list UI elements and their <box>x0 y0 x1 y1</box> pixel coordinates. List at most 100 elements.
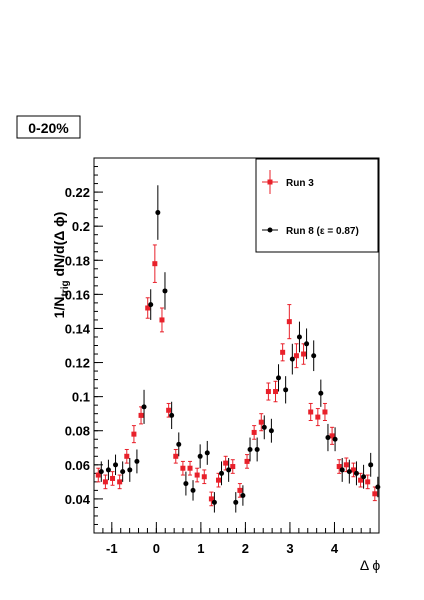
y-tick-label: 0.06 <box>65 458 90 473</box>
data-point <box>350 467 356 473</box>
data-point <box>361 474 367 480</box>
data-point <box>244 458 250 464</box>
legend-label: Run 3 <box>286 178 314 189</box>
data-point <box>358 477 364 483</box>
data-point <box>258 419 264 425</box>
data-point <box>169 412 175 418</box>
y-axis-title-suffix: dN/d(Δ ϕ) <box>51 212 67 281</box>
legend: Run 3 Run 8 (ε = 0.87) <box>255 158 379 253</box>
data-point <box>117 479 123 485</box>
legend-label: Run 8 (ε = 0.87) <box>286 226 359 237</box>
data-point <box>265 389 271 395</box>
data-point <box>219 470 225 476</box>
data-point <box>365 479 371 485</box>
data-point <box>322 409 328 415</box>
y-tick-label: 0.08 <box>65 424 90 439</box>
x-tick-label: 3 <box>286 541 293 556</box>
data-point <box>276 375 282 381</box>
x-tick-label: 2 <box>242 541 249 556</box>
y-tick-label: 0.04 <box>65 492 91 507</box>
data-point <box>296 334 302 340</box>
data-point <box>353 470 359 476</box>
data-point <box>261 424 267 430</box>
data-point <box>372 491 378 497</box>
data-point <box>230 464 236 470</box>
data-point <box>216 477 222 483</box>
data-point <box>120 469 126 475</box>
data-point <box>329 433 335 439</box>
data-point <box>124 453 130 459</box>
data-point <box>183 481 189 487</box>
data-point <box>240 493 246 498</box>
y-tick-label: 0.16 <box>65 287 90 302</box>
data-point <box>268 428 274 434</box>
data-point <box>226 467 232 473</box>
data-point <box>318 390 324 396</box>
data-series <box>95 185 381 513</box>
data-point <box>254 446 260 452</box>
data-point <box>166 407 172 413</box>
legend-marker <box>267 179 273 185</box>
data-point <box>110 475 116 481</box>
data-point <box>332 436 338 442</box>
data-point <box>237 487 243 493</box>
data-point <box>141 404 147 410</box>
legend-box <box>255 158 379 253</box>
data-point <box>208 496 214 502</box>
data-point <box>162 288 168 294</box>
centrality-label: 0-20% <box>28 120 69 136</box>
data-point <box>98 469 104 475</box>
legend-marker <box>267 227 273 233</box>
data-point <box>315 414 321 420</box>
data-point <box>273 389 279 395</box>
data-point <box>131 431 137 437</box>
data-point <box>233 499 239 505</box>
data-point <box>138 412 144 418</box>
x-tick-label: 1 <box>197 541 204 556</box>
data-point <box>180 465 186 471</box>
data-point <box>105 467 111 473</box>
data-point <box>308 409 314 415</box>
data-point <box>201 474 207 480</box>
y-tick-label: 0.22 <box>65 185 90 200</box>
y-axis-title: 1/Ntrig dN/d(Δ ϕ) <box>51 212 71 319</box>
y-tick-label: 0.12 <box>65 356 90 371</box>
x-tick-labels: -1 0 1 2 3 4 <box>106 541 339 556</box>
data-point <box>325 435 331 441</box>
data-point <box>286 319 292 325</box>
data-point <box>197 453 203 459</box>
data-point <box>113 462 119 468</box>
data-point <box>204 450 210 456</box>
y-axis-title-subscript: trig <box>60 280 71 296</box>
legend-entries: Run 3 Run 8 (ε = 0.87) <box>262 170 359 237</box>
data-point <box>102 479 108 485</box>
data-point <box>343 462 349 468</box>
data-point <box>148 302 154 308</box>
data-point <box>301 351 307 357</box>
data-point <box>152 261 158 267</box>
y-tick-label: 0.2 <box>72 219 90 234</box>
centrality-label-box: 0-20% <box>16 115 81 139</box>
data-point <box>311 353 317 359</box>
x-tick-label: 0 <box>153 541 160 556</box>
data-point <box>346 469 352 475</box>
data-point <box>173 453 179 459</box>
y-tick-labels: 0.04 0.06 0.08 0.1 0.12 0.14 0.16 0.18 0.2 0.22 <box>65 185 91 507</box>
data-point <box>127 467 133 473</box>
data-point <box>194 472 200 478</box>
data-point <box>251 429 257 435</box>
y-tick-label: 0.14 <box>65 321 91 336</box>
data-point <box>280 349 286 355</box>
data-point <box>190 487 196 493</box>
y-axis-title-prefix: 1/N <box>51 297 67 319</box>
data-point <box>339 467 345 473</box>
axis-ticks <box>93 157 380 534</box>
x-tick-label: 4 <box>331 541 339 556</box>
series-2 <box>98 185 381 513</box>
y-tick-label: 0.18 <box>65 253 90 268</box>
data-point <box>293 353 299 359</box>
data-point <box>159 317 165 323</box>
data-point <box>95 472 101 478</box>
data-point <box>155 210 161 216</box>
